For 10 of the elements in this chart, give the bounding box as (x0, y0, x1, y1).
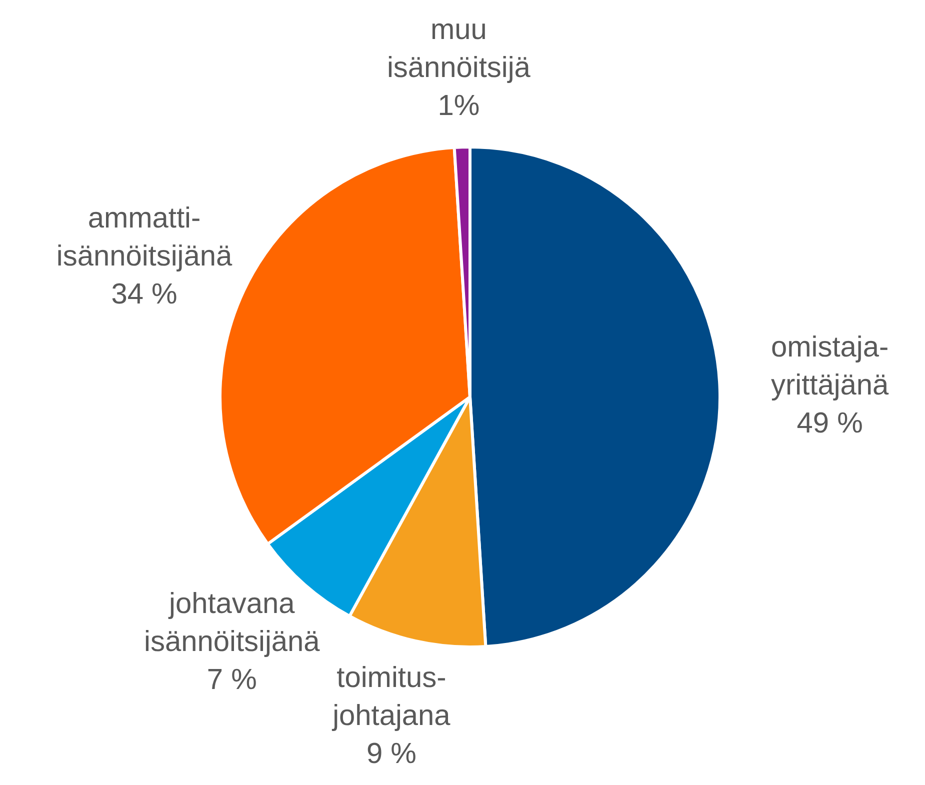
slice-label: omistaja-yrittäjänä (770, 331, 890, 402)
data-label: 1% (438, 90, 480, 122)
slice-label: johtavana isännöitsijänä (144, 588, 321, 658)
slice-label: muu isännöitsijä (386, 14, 532, 84)
data-label: 34 % (111, 278, 178, 310)
data-label: 49 % (796, 407, 863, 440)
data-label: 9 % (366, 738, 416, 770)
slice-label: ammatti-isännöitsijänä (56, 202, 233, 272)
data-label: 7 % (206, 664, 257, 696)
slice-label: toimitus-johtajana (332, 662, 452, 732)
